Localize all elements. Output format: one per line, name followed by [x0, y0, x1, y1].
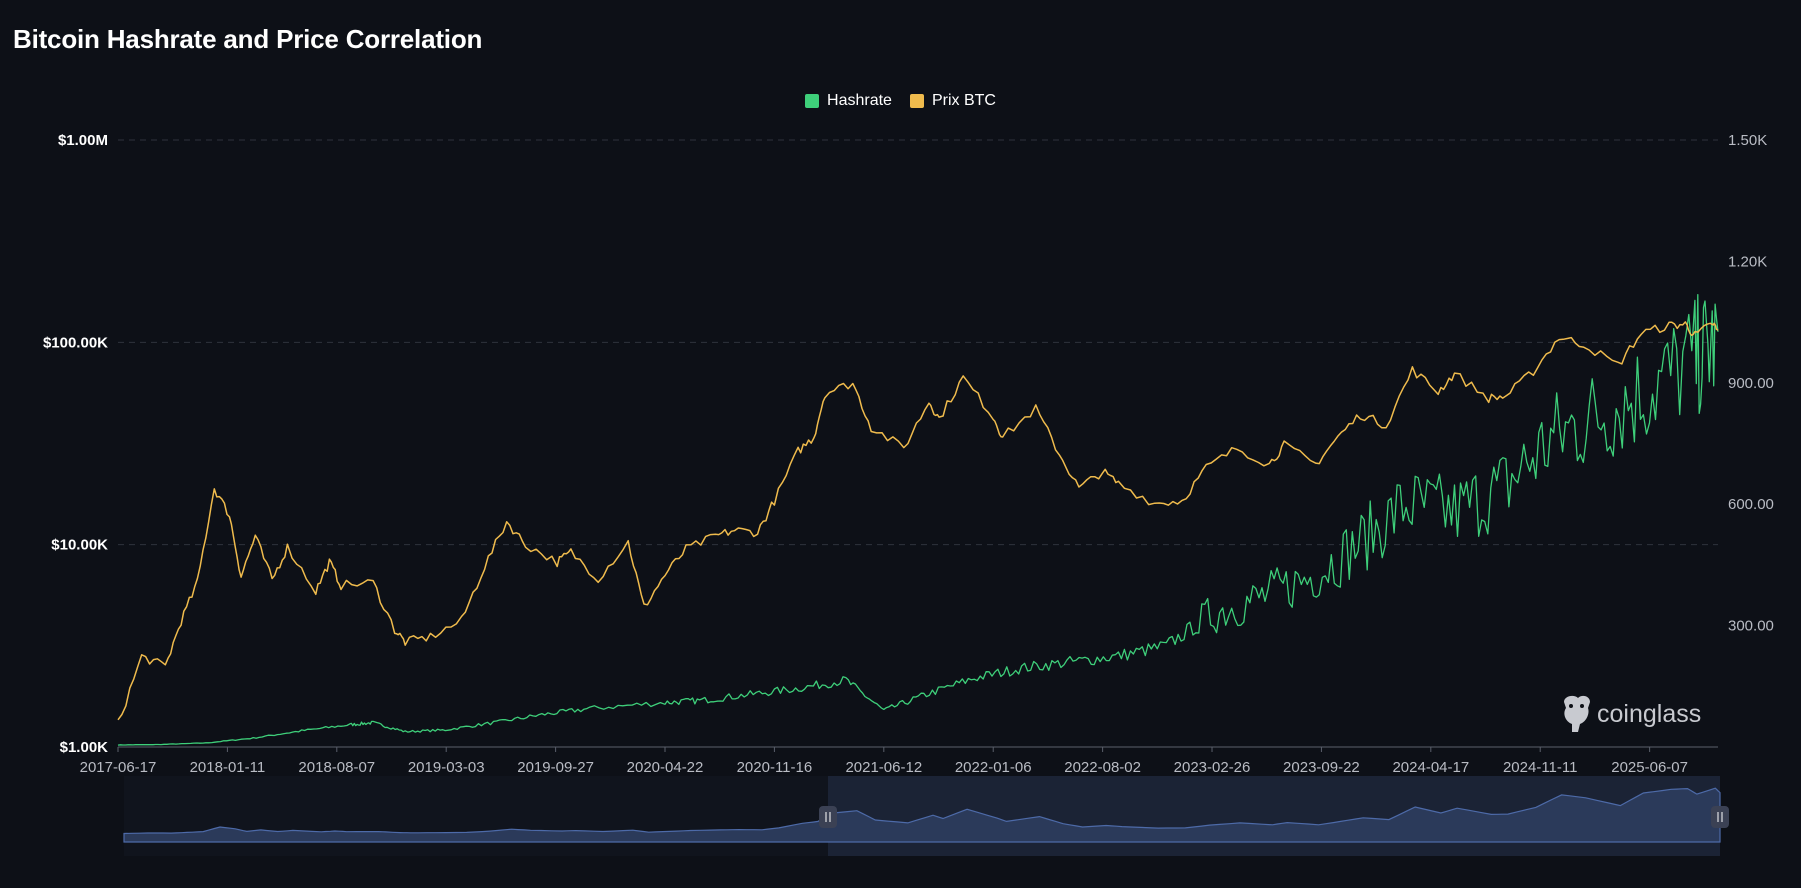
x-tick-label: 2019-03-03 [408, 759, 485, 776]
legend-label-price: Prix BTC [931, 92, 996, 109]
coinglass-logo-icon [1564, 695, 1590, 732]
x-tick-label: 2020-11-16 [737, 759, 813, 776]
chart-title: Bitcoin Hashrate and Price Correlation [13, 24, 483, 54]
legend-item-hashrate[interactable]: Hashrate [805, 92, 892, 110]
y-axis-left: $1.00K $10.00K $100.00K $1.00M [43, 132, 108, 756]
x-tick-label: 2022-01-06 [955, 759, 1032, 776]
zoom-handle-left[interactable] [819, 806, 837, 828]
series-layer [117, 294, 1719, 746]
zoom-slider[interactable] [123, 776, 1729, 856]
y-right-tick-label: 1.20K [1728, 253, 1767, 270]
zoom-preview-line [123, 787, 1721, 843]
x-tick-label: 2023-09-22 [1283, 759, 1360, 776]
x-tick-label: 2019-09-27 [517, 759, 594, 776]
x-tick-label: 2022-08-02 [1064, 759, 1141, 776]
legend-swatch-hashrate [805, 94, 820, 108]
y-right-tick-label: 600.00 [1728, 496, 1774, 513]
x-tick-label: 2025-06-07 [1611, 759, 1688, 776]
y-right-tick-label: 900.00 [1728, 375, 1774, 392]
x-tick-label: 2023-02-26 [1174, 759, 1251, 776]
zoom-handle-right[interactable] [1711, 806, 1729, 828]
y-left-tick-label: $100.00K [43, 334, 108, 351]
y-axis-right: 300.00 600.00 900.00 1.20K 1.50K [1728, 132, 1774, 635]
y-right-tick-label: 300.00 [1728, 618, 1774, 635]
x-tick-label: 2017-06-17 [80, 759, 157, 776]
x-tick-label: 2018-08-07 [298, 759, 375, 776]
y-right-tick-label: 1.50K [1728, 132, 1767, 149]
watermark: coinglass [1564, 695, 1701, 732]
x-axis: 2017-06-17 2018-01-11 2018-08-07 2019-03-03… [80, 747, 1688, 776]
watermark-text: coinglass [1597, 700, 1701, 728]
y-left-tick-label: $1.00M [58, 132, 108, 149]
series-line-hashrate [117, 294, 1719, 746]
gridlines [118, 139, 1718, 748]
x-tick-label: 2021-06-12 [845, 759, 922, 776]
legend-swatch-price [909, 94, 924, 108]
x-tick-label: 2024-04-17 [1392, 759, 1469, 776]
x-tick-label: 2020-04-22 [627, 759, 704, 776]
series-line-price [117, 321, 1719, 721]
y-left-tick-label: $1.00K [60, 739, 109, 756]
legend-item-price[interactable]: Prix BTC [909, 92, 996, 110]
legend: Hashrate Prix BTC [0, 92, 1801, 110]
legend-label-hashrate: Hashrate [827, 92, 892, 109]
x-tick-label: 2018-01-11 [190, 759, 266, 776]
y-left-tick-label: $10.00K [51, 537, 108, 554]
x-tick-label: 2024-11-11 [1503, 759, 1578, 776]
